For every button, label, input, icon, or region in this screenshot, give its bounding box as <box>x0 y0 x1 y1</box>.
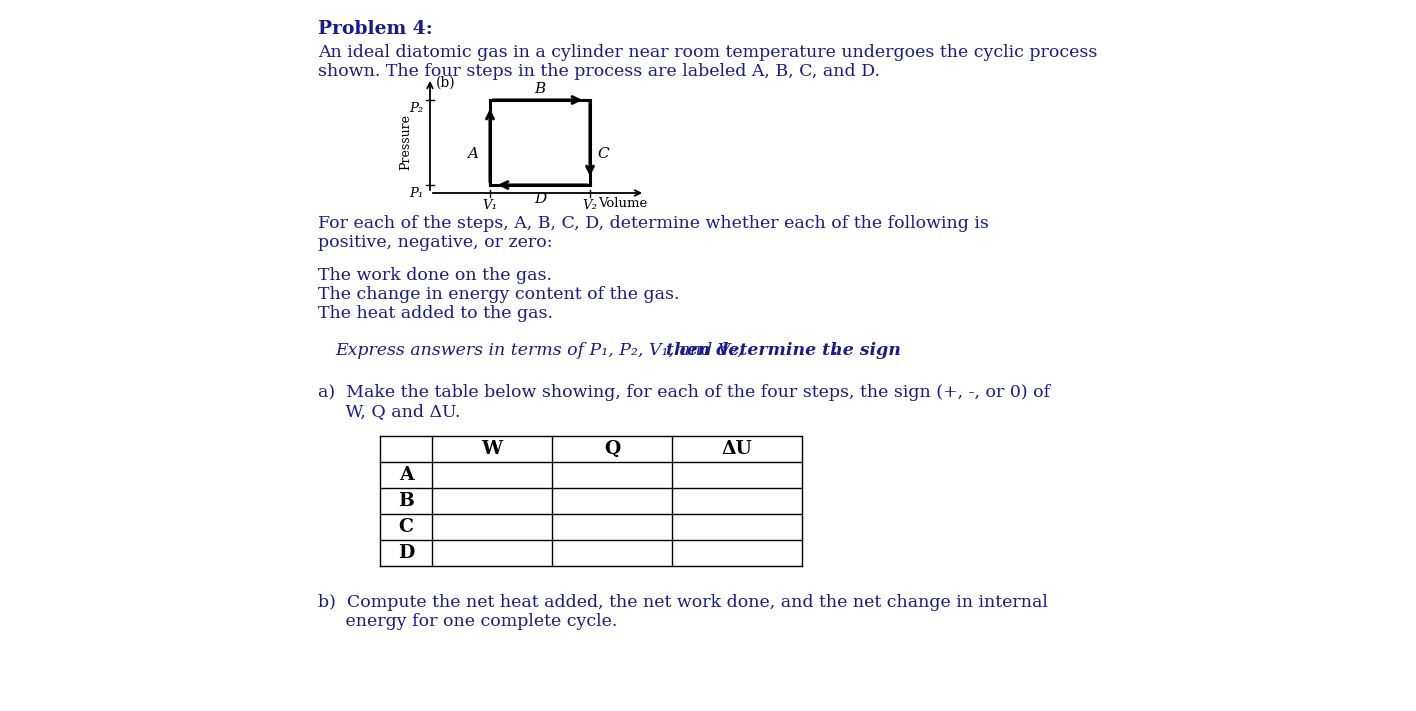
Text: B: B <box>398 492 413 510</box>
Text: positive, negative, or zero:: positive, negative, or zero: <box>319 234 552 251</box>
Text: P₁: P₁ <box>409 187 423 200</box>
Text: V₂: V₂ <box>582 199 598 212</box>
Text: then determine the sign: then determine the sign <box>666 342 901 359</box>
Text: C: C <box>598 146 609 161</box>
Text: ΔU: ΔU <box>722 440 752 458</box>
Text: W: W <box>481 440 503 458</box>
Text: V₁: V₁ <box>483 199 497 212</box>
Text: shown. The four steps in the process are labeled A, B, C, and D.: shown. The four steps in the process are… <box>319 63 879 80</box>
Text: a)  Make the table below showing, for each of the four steps, the sign (+, -, or: a) Make the table below showing, for eac… <box>319 384 1051 401</box>
Text: W, Q and ΔU.: W, Q and ΔU. <box>319 403 460 420</box>
Text: D: D <box>534 192 547 206</box>
Text: Express answers in terms of P₁, P₂, V₁, and V₂,: Express answers in terms of P₁, P₂, V₁, … <box>336 342 748 359</box>
Text: The work done on the gas.: The work done on the gas. <box>319 267 552 284</box>
Text: For each of the steps, A, B, C, D, determine whether each of the following is: For each of the steps, A, B, C, D, deter… <box>319 215 988 232</box>
Text: b)  Compute the net heat added, the net work done, and the net change in interna: b) Compute the net heat added, the net w… <box>319 594 1048 611</box>
Text: Problem 4:: Problem 4: <box>319 20 433 38</box>
Text: A: A <box>467 146 479 161</box>
Text: Q: Q <box>603 440 620 458</box>
Text: B: B <box>534 82 545 96</box>
Text: D: D <box>398 544 413 562</box>
Text: Pressure: Pressure <box>399 114 412 171</box>
Text: An ideal diatomic gas in a cylinder near room temperature undergoes the cyclic p: An ideal diatomic gas in a cylinder near… <box>319 44 1097 61</box>
Text: P₂: P₂ <box>409 102 423 115</box>
Text: C: C <box>398 518 413 536</box>
Text: The heat added to the gas.: The heat added to the gas. <box>319 305 554 322</box>
Text: Volume: Volume <box>598 197 647 210</box>
Text: (b): (b) <box>436 76 456 90</box>
Text: A: A <box>399 466 413 484</box>
Text: The change in energy content of the gas.: The change in energy content of the gas. <box>319 286 680 303</box>
Text: .: . <box>831 342 837 359</box>
Text: energy for one complete cycle.: energy for one complete cycle. <box>319 613 617 630</box>
